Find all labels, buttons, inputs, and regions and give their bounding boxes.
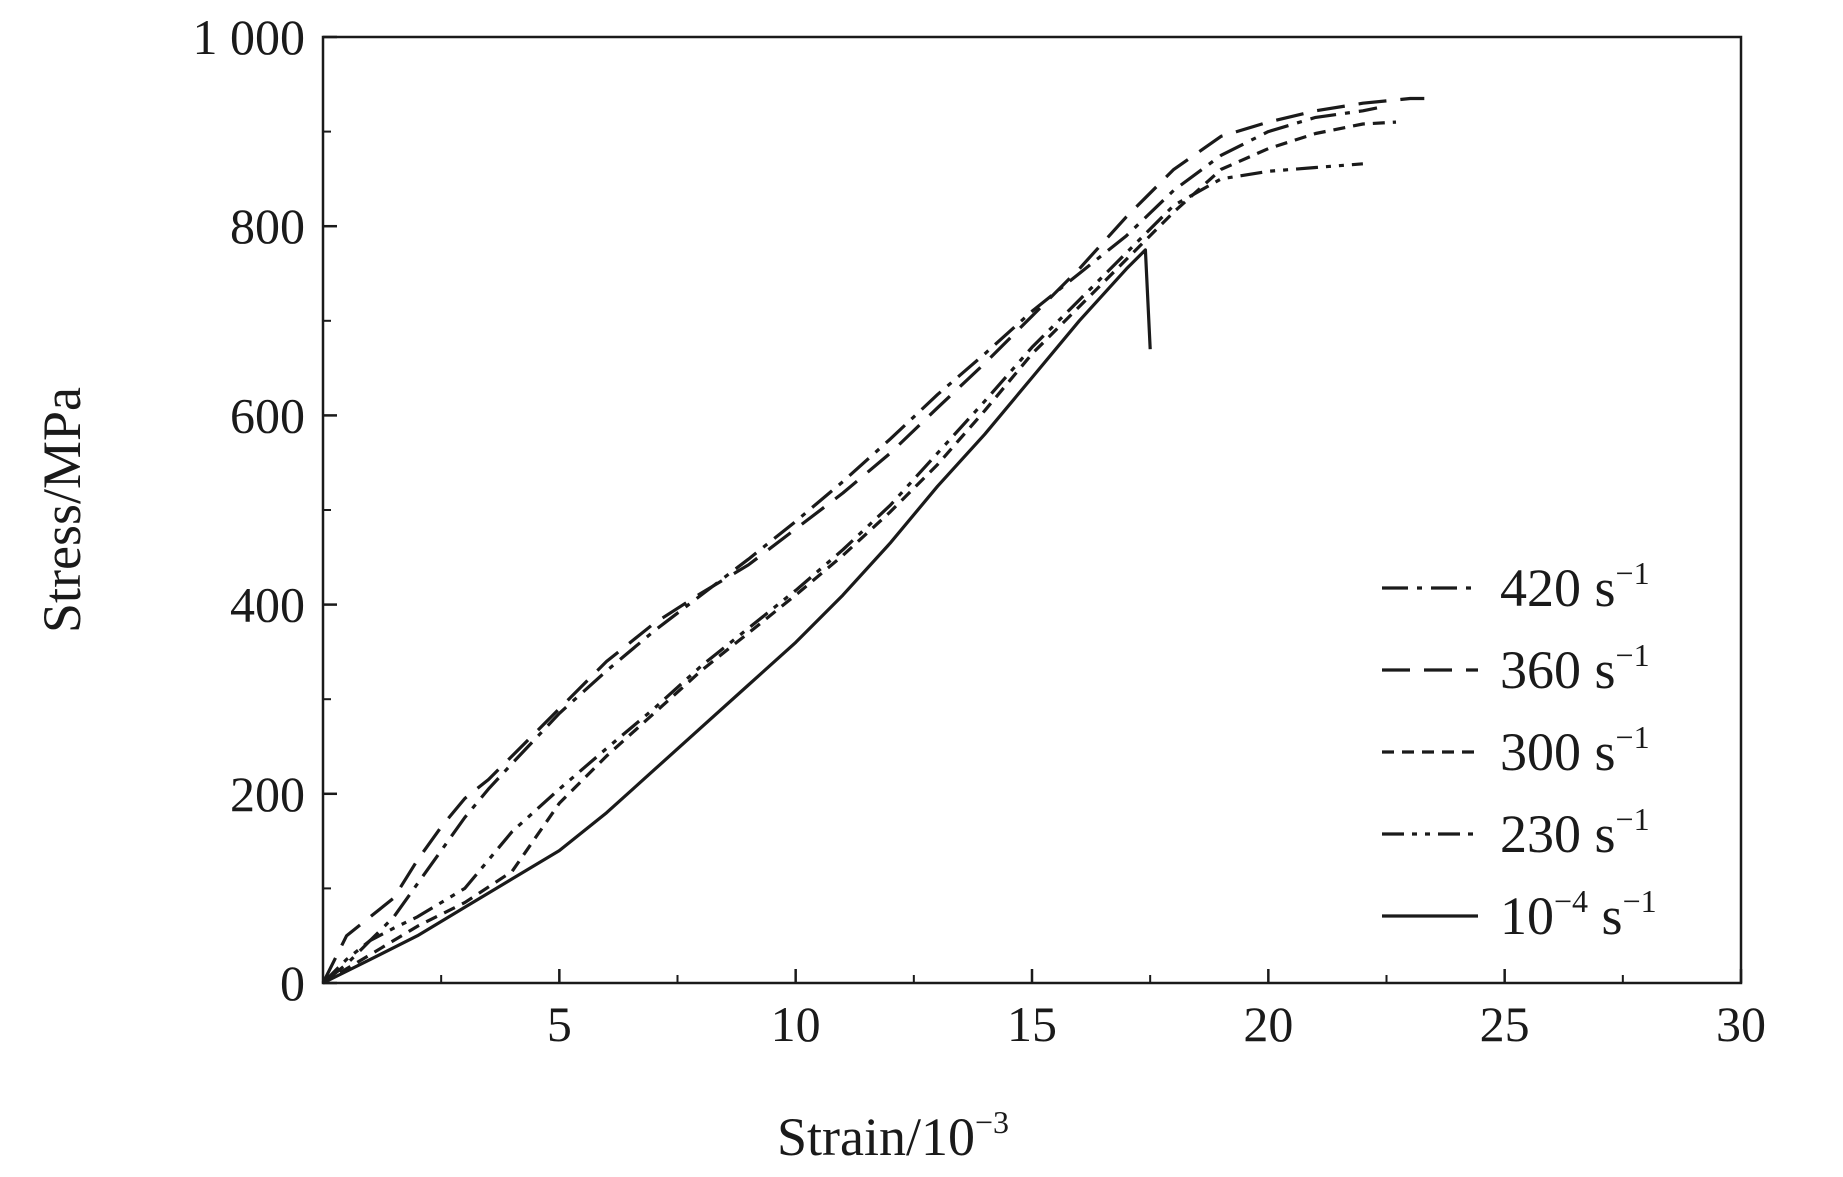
legend-label: 230 s−1 (1500, 801, 1650, 864)
y-tick-label: 800 (230, 198, 305, 254)
series-line-1 (321, 106, 1378, 985)
y-axis-title: Stress/MPa (32, 387, 92, 633)
legend-label: 360 s−1 (1500, 637, 1650, 700)
x-tick-label: 10 (771, 996, 821, 1052)
x-tick-label: 30 (1716, 996, 1766, 1052)
y-tick-label: 200 (230, 766, 305, 822)
series-line-4 (321, 162, 1364, 985)
y-tick-label: 400 (230, 577, 305, 633)
x-tick-label: 25 (1480, 996, 1530, 1052)
legend-label: 300 s−1 (1500, 719, 1650, 782)
series-line-5 (322, 248, 1152, 985)
y-tick-label: 600 (230, 387, 305, 443)
legend: 420 s−1 360 s−1 300 s−1 230 s−1 10−4 s−1 (1382, 555, 1657, 946)
series-layer (321, 96, 1425, 985)
x-tick-label: 5 (547, 996, 572, 1052)
x-tick-label: 15 (1007, 996, 1057, 1052)
legend-label: 420 s−1 (1500, 555, 1650, 618)
x-axis-title: Strain/10−3 (777, 1104, 1009, 1167)
x-axis-ticks: 5 10 15 20 25 30 (440, 969, 1766, 1052)
series-line-2 (321, 96, 1425, 984)
y-tick-label: 0 (280, 955, 305, 1011)
y-axis-ticks: 0 200 400 600 800 1 000 (193, 9, 337, 1011)
legend-label: 10−4 s−1 (1500, 883, 1657, 946)
x-axis-title-main: Strain/10 (777, 1107, 975, 1167)
y-tick-label: 1 000 (193, 9, 306, 65)
x-tick-label: 20 (1243, 996, 1293, 1052)
series-line-3 (322, 120, 1397, 985)
x-axis-title-exponent: −3 (975, 1104, 1009, 1140)
